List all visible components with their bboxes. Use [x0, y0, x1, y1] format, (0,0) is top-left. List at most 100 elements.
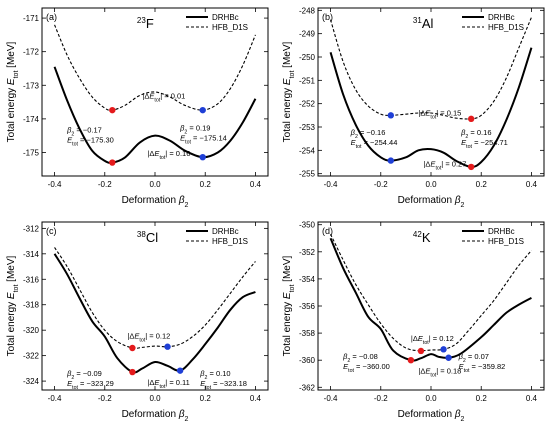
x-axis-label: Deformation β2	[398, 409, 465, 423]
minimum-marker-blue	[199, 106, 206, 114]
legend-entry: DRHBc	[212, 13, 239, 22]
y-axis-label: Total energy Etot [MeV]	[282, 255, 296, 356]
y-tick-label: -252	[299, 100, 316, 109]
minimum-marker-red	[109, 159, 116, 166]
chart-panel-4: -0.4 -0.2 0.0 0.2 0.4 -362 -360 -358 -356 -354 -35…	[282, 221, 545, 423]
y-tick-label: -322	[23, 352, 40, 361]
x-tick-label: -0.4	[48, 180, 62, 189]
x-tick-label: 0.2	[476, 180, 488, 189]
minimum-marker-blue	[199, 153, 206, 161]
plot-frame	[317, 221, 545, 391]
y-tick-label: -316	[23, 275, 40, 284]
x-axis-label: Deformation β2	[122, 195, 189, 209]
annotation-text: β2 = 0.19	[179, 124, 210, 136]
y-tick-label: -354	[299, 275, 316, 284]
series-line-drhbc	[53, 253, 256, 374]
minimum-marker-red	[467, 163, 475, 171]
plot-frame	[317, 7, 545, 177]
x-axis-label: Deformation β2	[398, 195, 465, 209]
y-tick-label: -350	[299, 221, 316, 230]
annotation-text: |ΔEtot| = 0.18	[418, 367, 461, 379]
minimum-marker-red	[467, 115, 475, 123]
y-tick-label: -248	[299, 6, 316, 15]
x-tick-label: 0.0	[425, 180, 437, 189]
y-axis-label: Total energy Etot [MeV]	[282, 41, 296, 142]
series-line-drhbc	[329, 47, 533, 168]
annotation-text: |ΔEtot| = 0.12	[127, 331, 170, 343]
annotation-text: Etot = −359.82	[459, 362, 506, 374]
nucleus-label: 38Cl	[137, 230, 158, 245]
minimum-marker-blue	[176, 367, 184, 374]
x-tick-label: 0.2	[476, 394, 488, 403]
annotation-text: |ΔEtot| = 0.01	[142, 92, 185, 104]
annotation-text: Etot = −323.18	[200, 379, 247, 391]
series-line-hfb-d1s	[54, 24, 256, 111]
minimum-marker-red	[129, 344, 136, 352]
x-tick-label: -0.4	[324, 180, 338, 189]
y-tick-label: -172	[23, 48, 40, 57]
chart-panel-1: -0.4 -0.2 0.0 0.2 0.4 -175 -174 -173 -172 -171 Def…	[6, 7, 269, 209]
x-tick-label: 0.2	[200, 180, 212, 189]
annotation-text: |ΔEtot| = 0.27	[423, 160, 466, 172]
minimum-marker-red	[109, 106, 116, 114]
nucleus-label: 23F	[137, 16, 154, 31]
annotation-text: Etot = −175.30	[67, 135, 114, 147]
annotation-text: |ΔEtot| = 0.16	[147, 149, 190, 161]
minimum-marker-blue	[440, 346, 447, 353]
x-tick-label: 0.4	[250, 394, 262, 403]
series-line-drhbc	[53, 66, 257, 164]
annotation-text: |ΔEtot| = 0.11	[147, 378, 189, 390]
x-tick-label: -0.2	[98, 180, 112, 189]
nucleus-label: 42K	[413, 230, 431, 245]
legend-entry: HFB_D1S	[488, 23, 524, 32]
legend-entry: DRHBc	[488, 13, 515, 22]
y-tick-label: -254	[299, 146, 316, 155]
y-tick-label: -312	[23, 224, 40, 233]
minimum-marker-red	[407, 356, 415, 364]
x-tick-label: -0.2	[374, 394, 388, 403]
minimum-marker-red	[129, 368, 136, 376]
minimum-marker-blue	[387, 157, 395, 164]
minimum-marker-blue	[164, 343, 171, 350]
x-tick-label: 0.0	[425, 394, 437, 403]
legend-entry: HFB_D1S	[212, 237, 248, 246]
x-tick-label: 0.4	[526, 180, 538, 189]
x-tick-label: 0.0	[149, 180, 161, 189]
y-tick-label: -175	[23, 148, 40, 157]
panel-label: (a)	[46, 12, 57, 22]
legend-entry: HFB_D1S	[488, 237, 524, 246]
chart-panel-3: -0.4 -0.2 0.0 0.2 0.4 -324 -322 -320 -318 -316 -31…	[6, 221, 269, 423]
y-tick-label: -324	[23, 377, 40, 386]
x-tick-label: -0.2	[374, 180, 388, 189]
y-axis-label: Total energy Etot [MeV]	[6, 41, 20, 142]
annotation-text: β2 = −0.17	[66, 125, 102, 137]
x-tick-label: 0.0	[149, 394, 161, 403]
y-tick-label: -360	[299, 356, 316, 365]
annotation-text: β2 = 0.10	[199, 369, 230, 381]
legend-entry: HFB_D1S	[212, 23, 248, 32]
minimum-marker-blue	[387, 112, 395, 119]
y-tick-label: -356	[299, 302, 316, 311]
y-tick-label: -314	[23, 250, 40, 259]
y-tick-label: -173	[23, 81, 40, 90]
x-tick-label: -0.2	[98, 394, 112, 403]
chart-panel-2: -0.4 -0.2 0.0 0.2 0.4 -255 -254 -253 -252 -251 -25…	[282, 6, 545, 209]
panel-label: (d)	[322, 226, 333, 236]
annotation-text: β2 = 0.07	[458, 352, 489, 364]
y-tick-label: -320	[23, 326, 40, 335]
x-tick-label: 0.4	[250, 180, 262, 189]
y-tick-label: -358	[299, 329, 316, 338]
x-tick-label: 0.4	[526, 394, 538, 403]
nucleus-label: 31Al	[413, 16, 434, 31]
y-tick-label: -249	[299, 30, 316, 39]
y-tick-label: -255	[299, 170, 316, 179]
series-line-drhbc	[329, 237, 532, 362]
series-line-hfb-d1s	[54, 247, 256, 349]
y-tick-label: -253	[299, 123, 316, 132]
annotation-text: β2 = −0.08	[342, 352, 378, 364]
minimum-marker-red	[417, 347, 425, 355]
panel-label: (b)	[322, 12, 333, 22]
minimum-marker-blue	[445, 354, 452, 361]
